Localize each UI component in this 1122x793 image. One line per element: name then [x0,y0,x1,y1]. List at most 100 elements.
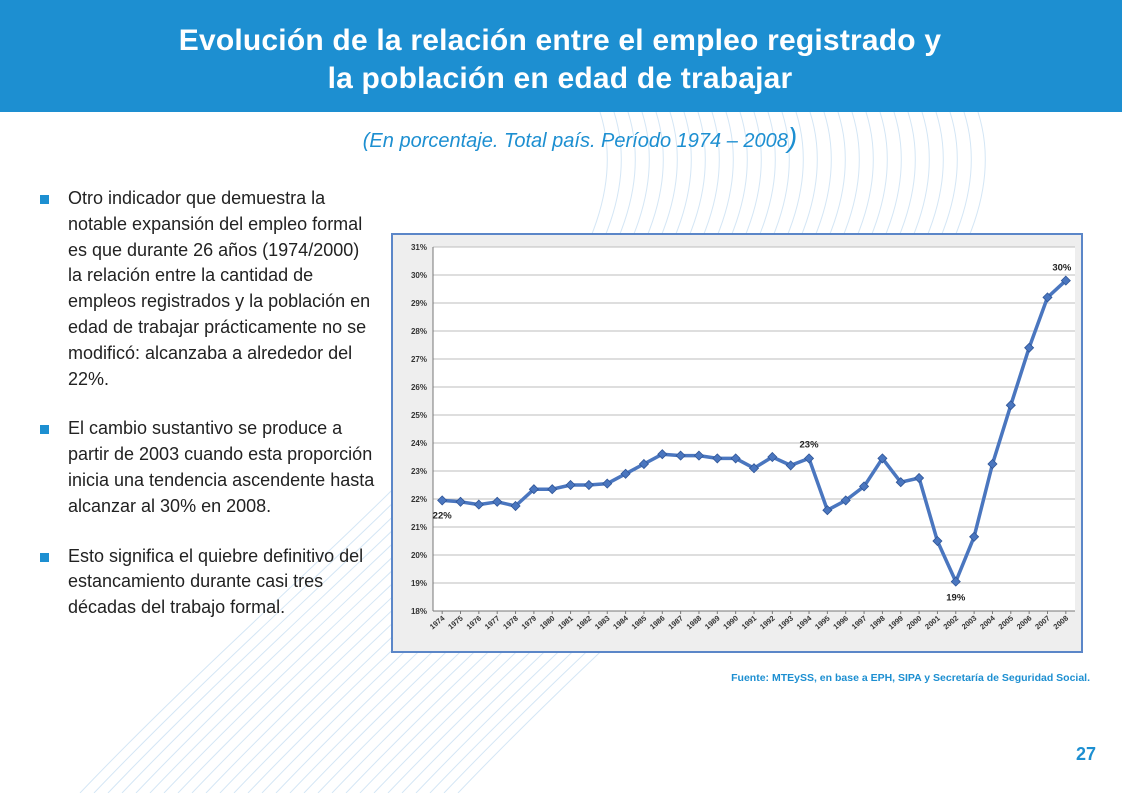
x-tick-label: 1982 [575,614,594,632]
x-tick-label: 1975 [446,614,465,632]
x-tick-label: 2002 [941,614,960,632]
x-tick-label: 1979 [520,614,539,632]
bullet-square-icon [40,195,49,204]
subtitle-text: (En porcentaje. Total país. Período 1974… [362,130,788,152]
x-tick-label: 2000 [905,614,924,632]
y-tick-label: 28% [411,327,427,336]
x-tick-label: 1977 [483,614,502,632]
data-point [1060,275,1071,286]
source-note: Fuente: MTEySS, en base a EPH, SIPA y Se… [731,672,1090,684]
x-tick-label: 2007 [1033,614,1052,632]
y-tick-label: 29% [411,299,427,308]
title-line-1: Evolución de la relación entre el empleo… [178,24,942,57]
x-tick-label: 2005 [997,614,1016,632]
data-point [895,477,906,488]
x-tick-label: 1976 [465,614,484,632]
y-tick-label: 27% [411,355,427,364]
x-tick-label: 1987 [666,614,685,632]
data-point [785,460,796,471]
data-point [932,535,943,547]
data-point [437,495,448,506]
x-tick-label: 1980 [538,614,557,632]
data-point [602,478,613,489]
slide-subtitle: (En porcentaje. Total país. Período 1974… [200,122,960,154]
x-tick-label: 1995 [813,614,832,632]
data-point [712,453,723,464]
y-tick-label: 19% [411,579,427,588]
x-tick-label: 1985 [630,614,649,632]
x-tick-label: 1974 [428,613,447,631]
data-point [657,449,668,460]
x-tick-label: 2008 [1052,614,1071,632]
data-point [914,472,925,484]
y-tick-label: 23% [411,467,427,476]
data-point [1005,400,1016,411]
bullet-text: Otro indicador que demuestra la notable … [68,188,371,389]
title-banner [0,0,1122,112]
bullet-square-icon [40,425,49,435]
y-tick-label: 20% [411,551,427,560]
page-number: 27 [1075,744,1096,764]
x-tick-label: 1997 [850,614,869,632]
x-tick-label: 1992 [758,614,777,632]
x-tick-label: 2003 [960,614,979,632]
data-point [693,450,705,461]
y-tick-label: 25% [411,411,427,420]
x-tick-label: 1978 [501,614,520,632]
data-point [858,481,870,492]
x-tick-label: 1991 [740,614,759,632]
y-tick-label: 31% [411,243,427,252]
data-point [565,479,576,491]
x-tick-label: 2006 [1015,614,1034,632]
data-point [473,499,484,510]
x-tick-label: 2004 [978,613,997,631]
bullet-text: Esto significa el quiebre definitivo del… [68,545,364,618]
slide-title: Evolución de la relación entre el empleo… [60,22,1060,98]
x-tick-label: 1990 [721,614,740,632]
data-point [583,479,594,491]
data-point [969,531,980,542]
plot-area [433,247,1075,611]
y-tick-label: 26% [411,383,427,392]
data-label: 30% [1052,263,1072,274]
data-point [803,453,815,464]
y-tick-label: 18% [411,607,427,616]
data-point [987,458,998,470]
data-label: 19% [946,593,966,604]
x-tick-label: 1993 [776,614,795,632]
x-tick-label: 1999 [886,614,905,632]
x-tick-label: 1983 [593,614,612,632]
y-tick-label: 30% [411,271,427,280]
x-tick-label: 1981 [556,614,575,632]
bullet-text: El cambio sustantivo se produce a partir… [68,418,375,516]
data-point [455,496,466,507]
data-point [767,451,778,463]
bullet-item: Otro indicador que demuestra la notable … [38,186,378,392]
data-point [547,484,558,495]
data-point [822,505,833,516]
data-point [877,453,888,464]
subtitle-closing-paren: ) [787,122,798,153]
x-tick-label: 1989 [703,614,722,632]
data-point [620,468,631,479]
data-point [510,500,521,512]
x-tick-label: 1998 [868,614,887,632]
y-tick-label: 24% [411,439,427,448]
y-tick-label: 21% [411,523,427,532]
data-point [638,458,650,470]
x-tick-label: 2001 [923,614,942,632]
data-point [492,496,503,507]
bullet-square-icon [40,552,49,562]
data-point [528,484,539,495]
x-tick-label: 1994 [795,613,814,631]
x-tick-label: 1986 [648,614,667,632]
employment-ratio-chart: 18% 19% 20% 21% 22% 23% 24% 25% 26% 27% 28% 29% 30% 3… [411,243,1075,632]
data-label: 22% [433,510,453,521]
data-point [950,576,961,587]
data-point [748,463,760,474]
data-point [675,450,686,461]
data-label: 23% [800,439,820,450]
title-line-2: la población en edad de trabajar [327,62,793,95]
data-point [840,495,851,506]
x-tick-label: 1996 [831,614,850,632]
